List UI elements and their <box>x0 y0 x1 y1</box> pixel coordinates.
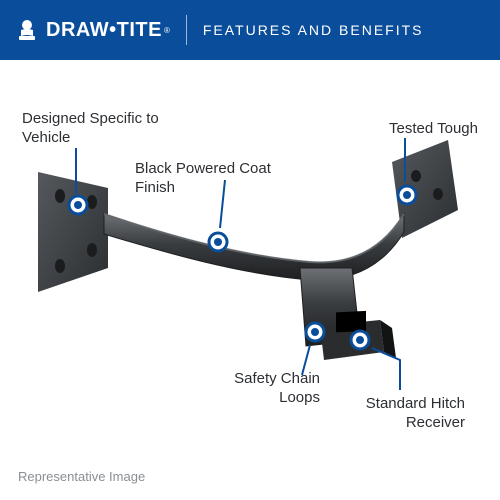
brand-logo: DRAW•TITE ® <box>14 17 170 43</box>
footer-caption: Representative Image <box>18 469 145 484</box>
marker-loops <box>306 323 324 341</box>
registered-mark: ® <box>164 26 170 35</box>
leader-receiver <box>372 348 400 390</box>
callout-designed: Designed Specific to Vehicle <box>22 110 182 148</box>
callout-receiver: Standard Hitch Receiver <box>345 395 465 433</box>
header-divider <box>186 15 187 45</box>
callout-tested: Tested Tough <box>358 120 478 139</box>
marker-receiver <box>351 331 369 349</box>
header-subtitle: FEATURES AND BENEFITS <box>203 22 424 38</box>
header-bar: DRAW•TITE ® FEATURES AND BENEFITS <box>0 0 500 60</box>
hitch-ball-icon <box>14 17 40 43</box>
marker-coat <box>209 233 227 251</box>
marker-tested <box>398 186 416 204</box>
marker-designed <box>69 196 87 214</box>
infographic-root: DRAW•TITE ® FEATURES AND BENEFITS <box>0 0 500 500</box>
callout-coat: Black Powered Coat Finish <box>135 160 295 198</box>
brand-name: DRAW•TITE <box>46 19 162 42</box>
callout-loops: Safety Chain Loops <box>200 370 320 408</box>
